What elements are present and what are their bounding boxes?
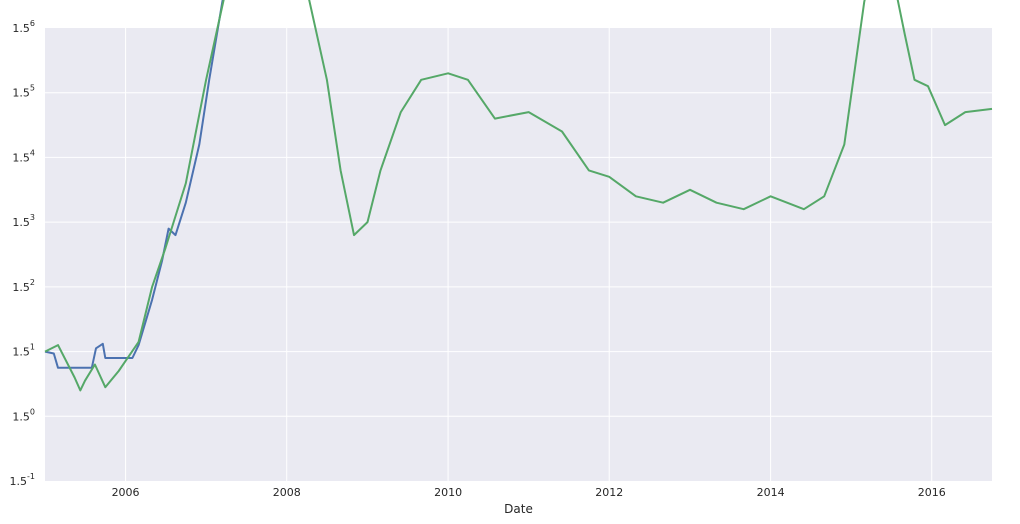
- series-group: [44, 0, 993, 392]
- y-tick-exponent: 0: [30, 407, 35, 416]
- x-tick-label: 2016: [918, 486, 946, 499]
- y-tick-label: 1.56: [12, 19, 35, 35]
- series-line-1: [44, 0, 224, 369]
- x-axis-label: Date: [504, 502, 533, 516]
- y-tick-label: 1.52: [12, 278, 35, 294]
- y-tick-label: 1.50: [12, 407, 35, 423]
- y-tick-base: 1.5: [12, 281, 30, 294]
- x-tick-label: 2008: [273, 486, 301, 499]
- y-tick-exponent: 6: [30, 19, 35, 28]
- y-tick-label: 1.55: [12, 84, 35, 100]
- y-tick-base: 1.5: [12, 151, 30, 164]
- y-tick-exponent: 3: [30, 213, 35, 222]
- x-tick-label: 2012: [595, 486, 623, 499]
- y-tick-exponent: 5: [30, 84, 35, 93]
- y-tick-label: 1.5-1: [10, 472, 35, 488]
- y-tick-label: 1.54: [12, 148, 35, 164]
- plot-area: [45, 28, 992, 481]
- y-tick-exponent: 1: [30, 343, 35, 352]
- y-tick-exponent: -1: [27, 472, 35, 481]
- y-tick-label: 1.51: [12, 343, 35, 359]
- y-tick-base: 1.5: [12, 410, 30, 423]
- y-tick-exponent: 4: [30, 148, 35, 157]
- y-tick-base: 1.5: [12, 216, 30, 229]
- y-tick-base: 1.5: [10, 475, 28, 488]
- x-tick-label: 2010: [434, 486, 462, 499]
- y-tick-exponent: 2: [30, 278, 35, 287]
- y-tick-base: 1.5: [12, 87, 30, 100]
- y-tick-base: 1.5: [12, 22, 30, 35]
- y-tick-label: 1.53: [12, 213, 35, 229]
- series-line-2: [44, 0, 993, 392]
- x-tick-label: 2006: [112, 486, 140, 499]
- x-tick-label: 2014: [757, 486, 785, 499]
- y-tick-base: 1.5: [12, 346, 30, 359]
